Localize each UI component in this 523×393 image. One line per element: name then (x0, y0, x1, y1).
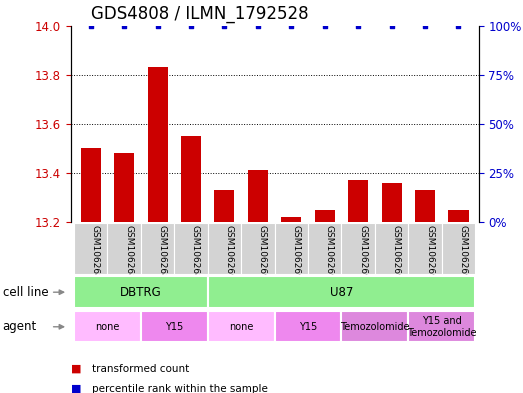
Bar (448, 210, 469, 222)
Bar (174, 223, 208, 274)
Bar (214, 190, 234, 222)
Text: GSM1062686: GSM1062686 (90, 225, 100, 285)
Text: GSM1062689: GSM1062689 (191, 225, 200, 285)
Point (187, 22, 195, 29)
Text: GSM1062696: GSM1062696 (425, 225, 434, 285)
Bar (208, 277, 475, 308)
Text: Y15: Y15 (165, 322, 184, 332)
Bar (81, 148, 101, 222)
Bar (415, 190, 435, 222)
Text: GSM1062697: GSM1062697 (459, 225, 468, 285)
Bar (74, 311, 141, 342)
Point (254, 22, 262, 29)
Bar (408, 223, 442, 274)
Text: Y15 and
Temozolomide: Y15 and Temozolomide (407, 316, 476, 338)
Point (86, 22, 95, 29)
Bar (241, 223, 275, 274)
Bar (342, 223, 375, 274)
Point (287, 22, 295, 29)
Text: ■: ■ (71, 364, 81, 374)
Bar (147, 67, 167, 222)
Point (321, 22, 329, 29)
Text: transformed count: transformed count (92, 364, 189, 374)
Text: cell line: cell line (3, 286, 48, 299)
Text: GSM1062690: GSM1062690 (224, 225, 233, 285)
Text: GSM1062692: GSM1062692 (358, 225, 367, 285)
Point (220, 22, 229, 29)
Text: GSM1062693: GSM1062693 (392, 225, 401, 285)
Bar (275, 223, 308, 274)
Bar (141, 311, 208, 342)
Point (354, 22, 362, 29)
Text: GSM1062695: GSM1062695 (325, 225, 334, 285)
Text: percentile rank within the sample: percentile rank within the sample (92, 384, 267, 393)
Bar (375, 223, 408, 274)
Bar (74, 277, 208, 308)
Point (388, 22, 396, 29)
Text: ■: ■ (71, 384, 81, 393)
Text: GDS4808 / ILMN_1792528: GDS4808 / ILMN_1792528 (91, 5, 309, 23)
Point (421, 22, 429, 29)
Bar (348, 180, 368, 222)
Text: GSM1062694: GSM1062694 (291, 225, 300, 285)
Bar (442, 223, 475, 274)
Bar (408, 311, 475, 342)
Text: Temozolomide: Temozolomide (340, 322, 410, 332)
Text: U87: U87 (330, 286, 353, 299)
Text: GSM1062691: GSM1062691 (258, 225, 267, 285)
Bar (208, 223, 241, 274)
Bar (107, 223, 141, 274)
Bar (248, 171, 268, 222)
Text: GSM1062687: GSM1062687 (124, 225, 133, 285)
Bar (342, 311, 408, 342)
Bar (382, 183, 402, 222)
Point (153, 22, 162, 29)
Text: Y15: Y15 (299, 322, 317, 332)
Text: GSM1062688: GSM1062688 (157, 225, 166, 285)
Bar (315, 210, 335, 222)
Bar (141, 223, 174, 274)
Point (120, 22, 128, 29)
Text: none: none (229, 322, 253, 332)
Bar (74, 223, 107, 274)
Bar (114, 153, 134, 222)
Bar (275, 311, 342, 342)
Text: DBTRG: DBTRG (120, 286, 162, 299)
Text: agent: agent (3, 320, 37, 333)
Bar (281, 217, 301, 222)
Bar (181, 136, 201, 222)
Bar (308, 223, 342, 274)
Point (454, 22, 463, 29)
Bar (208, 311, 275, 342)
Text: none: none (95, 322, 120, 332)
